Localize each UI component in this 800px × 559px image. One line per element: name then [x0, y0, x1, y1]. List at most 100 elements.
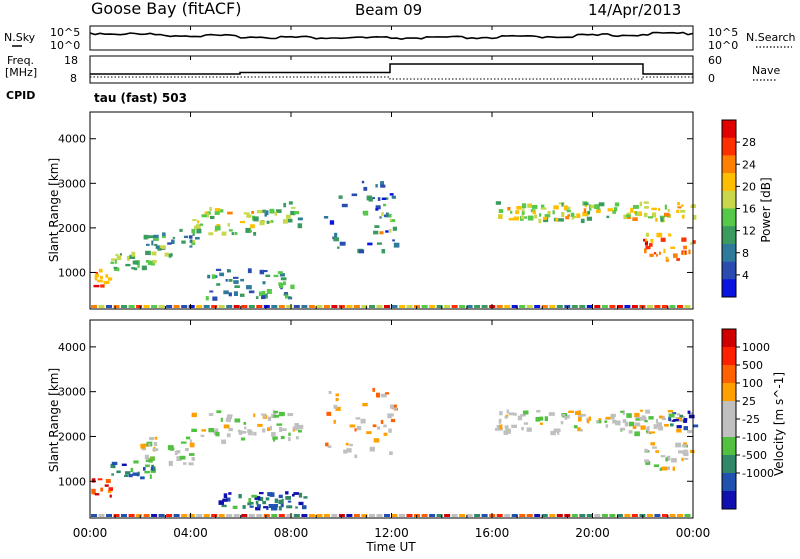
power-echo-cell [571, 215, 574, 220]
ground-echo-cell [353, 305, 360, 308]
colorbar-tick-label: -100 [742, 431, 767, 444]
ground-echo-cell [196, 305, 203, 308]
velocity-echo-cell [672, 466, 675, 471]
velocity-echo-cell [628, 430, 633, 434]
ground-echo-cell [151, 514, 158, 517]
power-echo-cell [116, 255, 122, 260]
velocity-echo-cell [390, 413, 394, 417]
velocity-echo-cell [610, 413, 616, 418]
power-echo-cell [280, 277, 287, 281]
colorbar-tick-label: 20 [742, 180, 756, 193]
velocity-echo-cell [681, 444, 687, 448]
velocity-echo-cell [372, 387, 376, 392]
velocity-echo-cell [661, 415, 665, 421]
velocity-echo-cell [560, 421, 564, 425]
power-echo-cell [495, 201, 501, 205]
power-echo-cell [584, 202, 589, 206]
ground-echo-cell [316, 514, 323, 517]
colorbar-swatch [722, 347, 736, 366]
velocity-echo-cell [268, 504, 274, 508]
ground-echo-cell [579, 305, 586, 308]
velocity-echo-cell [634, 412, 640, 418]
power-echo-cell [588, 204, 592, 209]
velocity-echo-cell [679, 414, 684, 418]
power-echo-cell [209, 290, 214, 293]
ground-echo-cell [384, 514, 390, 517]
velocity-echo-cell [124, 474, 129, 477]
ground-echo-cell [308, 305, 315, 308]
freq-left-tick-bottom: 8 [70, 72, 77, 85]
velocity-echo-cell [644, 420, 648, 423]
power-echo-cell [199, 223, 203, 226]
power-echo-cell [651, 207, 657, 211]
power-echo-cell [614, 202, 620, 207]
power-echo-cell [253, 232, 257, 236]
power-echo-cell [644, 206, 649, 209]
power-echo-cell [153, 234, 159, 239]
velocity-echo-cell [523, 422, 529, 425]
power-echo-cell [539, 213, 542, 217]
power-echo-cell [153, 237, 159, 241]
ground-echo-cell [286, 305, 293, 308]
power-echo-cell [547, 211, 551, 215]
power-echo-cell [580, 218, 585, 224]
velocity-echo-cell [136, 473, 139, 477]
power-echo-cell [367, 242, 373, 246]
power-echo-cell [516, 206, 522, 210]
power-echo-cell [323, 216, 329, 219]
power-echo-cell [214, 208, 221, 212]
ground-echo-cell [586, 305, 593, 308]
power-echo-cell [522, 208, 525, 212]
velocity-echo-cell [354, 428, 357, 432]
power-echo-cell [379, 216, 382, 219]
power-echo-cell [105, 274, 109, 278]
velocity-echo-cell [639, 409, 644, 412]
velocity-echo-cell [656, 422, 662, 427]
power-echo-cell [183, 235, 189, 239]
velocity-echo-cell [604, 420, 608, 423]
velocity-echo-cell [226, 415, 233, 420]
ground-echo-cell [143, 514, 150, 517]
power-echo-cell [228, 279, 233, 282]
ground-echo-cell [624, 514, 631, 517]
power-echo-cell [363, 210, 369, 216]
colorbar-swatch [722, 473, 736, 492]
velocity-echo-cell [140, 443, 146, 449]
ground-echo-cell [369, 514, 375, 517]
power-echo-cell [498, 209, 504, 213]
ground-echo-cell [451, 514, 458, 517]
power-echo-cell [656, 254, 658, 257]
ground-echo-cell [211, 514, 218, 517]
velocity-echo-cell [389, 451, 393, 455]
power-echo-cell [528, 203, 532, 206]
freq-panel: Freq. [MHz] 18 8 60 0 Nave CPID tau (fas… [5, 54, 780, 105]
colorbar-swatch [722, 190, 736, 209]
velocity-echo-cell [645, 461, 651, 465]
velocity-echo-cell [325, 442, 329, 447]
velocity-echo-cell [104, 484, 109, 487]
ground-echo-cell [669, 514, 676, 517]
velocity-echo-cell [373, 438, 380, 443]
power-echo-cell [279, 273, 285, 277]
power-echo-cell [151, 240, 154, 246]
velocity-echo-cell [671, 458, 677, 463]
power-echo-cell [260, 220, 266, 223]
velocity-echo-cell [577, 427, 581, 432]
velocity-echo-cell [345, 442, 349, 446]
velocity-echo-cell [144, 454, 149, 460]
power-echo-cell [392, 239, 395, 242]
site-title: Goose Bay (fitACF) [91, 0, 241, 18]
velocity-echo-cell [596, 420, 602, 424]
velocity-echo-cell [504, 415, 508, 419]
ground-echo-cell [136, 305, 143, 308]
velocity-echo-cell [100, 487, 104, 492]
power-echo-cell [132, 260, 139, 265]
power-echo-cell [294, 211, 300, 215]
velocity-echo-cell [663, 417, 667, 420]
ground-echo-cell [256, 514, 263, 517]
velocity-echo-cell [355, 417, 361, 420]
x-axis-label: Time UT [365, 540, 416, 554]
power-echo-cell [290, 210, 296, 216]
power-echo-cell [590, 204, 595, 208]
